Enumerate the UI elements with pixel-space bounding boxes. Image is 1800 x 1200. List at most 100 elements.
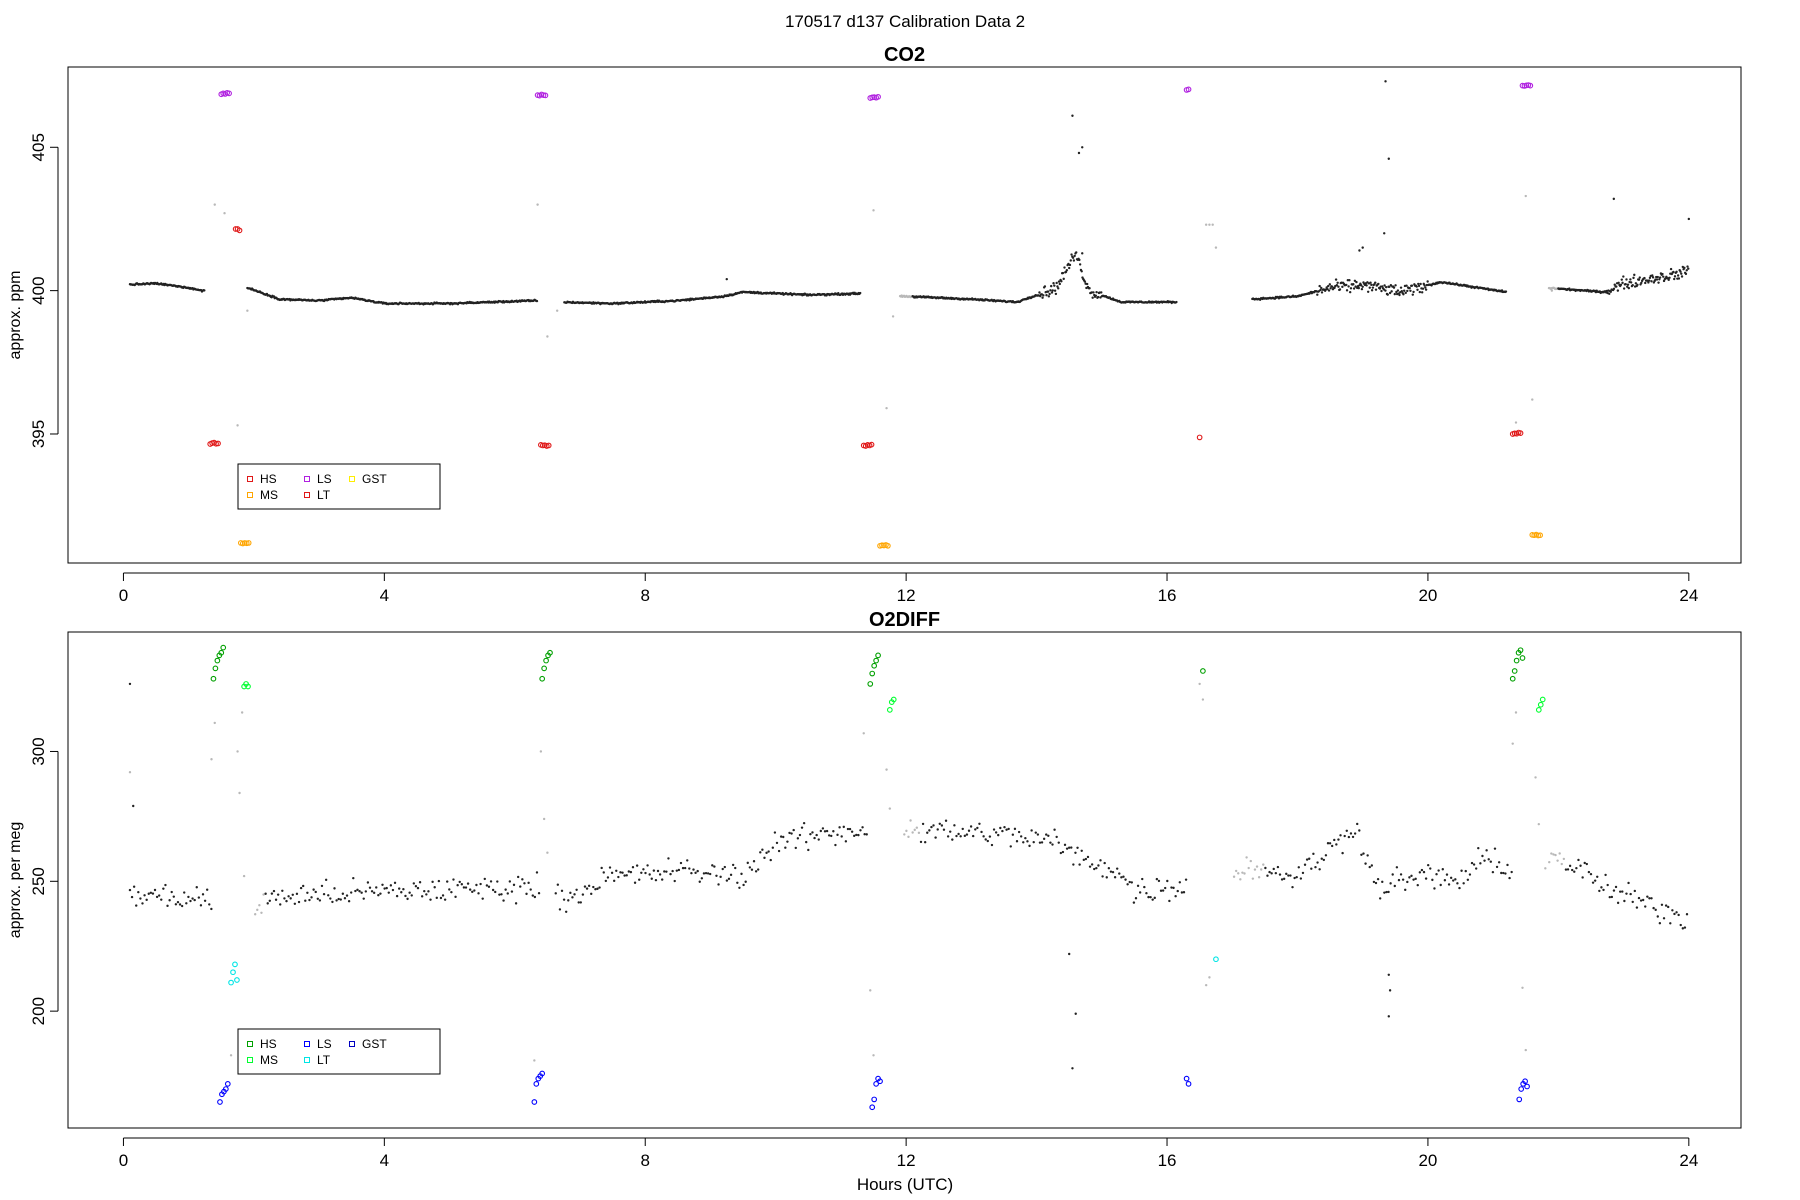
measured-point [1449,876,1453,880]
measured-point [575,888,578,891]
measured-point [468,888,472,891]
measured-point [1581,876,1584,879]
x-tick-label: 20 [1418,586,1437,605]
measured-point [1168,899,1171,903]
x-tick-label: 0 [119,586,128,605]
measured-point [1100,291,1103,294]
measured-point [681,866,685,870]
measured-point [848,827,852,831]
measured-point [1287,874,1290,877]
measured-point [1439,883,1442,887]
measured-point [322,892,326,896]
excluded-point [1524,1048,1527,1052]
measured-point [329,897,332,900]
excluded-point [1558,852,1561,855]
measured-point [1339,834,1342,837]
measured-point [494,890,497,894]
measured-point [1099,859,1102,862]
measured-point [1352,283,1355,286]
measured-point [1400,290,1404,293]
excluded-point [236,424,239,427]
excluded-point [1241,871,1244,874]
measured-point [1057,287,1060,290]
measured-point [936,828,939,831]
measured-point [1647,281,1650,284]
measured-point [1619,890,1622,893]
calibration-point-hs [547,649,553,656]
measured-point [1508,876,1511,880]
measured-point [767,850,770,853]
excluded-point [258,903,261,907]
measured-point [1330,285,1334,288]
measured-point [844,840,848,843]
calibration-point-hs [220,644,227,651]
measured-point [1078,258,1081,262]
measured-point [1378,287,1382,290]
measured-point [1328,283,1332,286]
measured-point [475,883,478,887]
measured-point [441,894,445,897]
measured-point [1385,890,1388,894]
measured-point [1335,843,1338,846]
measured-point [408,891,411,894]
measured-point [1437,869,1440,872]
measured-point [1629,278,1632,281]
measured-point [782,835,785,839]
measured-point [819,829,823,833]
measured-point [1573,870,1576,873]
measured-point [1374,881,1378,885]
measured-point [1041,296,1044,299]
excluded-point [1534,776,1537,779]
measured-point [1138,891,1142,894]
measured-point [990,843,994,847]
measured-point [1384,80,1387,83]
measured-point [717,883,720,886]
measured-point [1130,881,1134,884]
measured-point [1633,889,1637,893]
measured-point [698,880,701,883]
measured-point [1612,287,1616,291]
measured-point [1506,863,1509,867]
measured-point [1055,281,1058,285]
measured-point [1624,282,1627,286]
y-tick-label: 400 [29,276,48,304]
measured-point [291,893,294,896]
excluded-point [1514,421,1518,424]
measured-point [805,840,808,844]
excluded-point [1208,976,1211,979]
excluded-point [240,711,244,714]
measured-point [1088,287,1091,290]
y-axis-label: approx. per meg [7,822,24,939]
measured-point [1679,270,1682,273]
measured-point [1369,281,1372,284]
panel-title: O2DIFF [869,609,940,631]
excluded-point [869,989,872,992]
measured-point [1059,851,1063,855]
excluded-point [1214,246,1218,249]
measured-point [1362,852,1365,855]
measured-point [1600,886,1603,889]
measured-point [1266,874,1269,877]
measured-point [969,825,973,828]
measured-point [1337,838,1340,841]
measured-point [752,860,756,863]
measured-point [1620,278,1623,281]
measured-point [153,888,157,892]
calibration-point-ls [1516,1096,1523,1103]
measured-point [765,851,768,855]
measured-point [1071,256,1075,260]
data-points [128,644,1689,1111]
legend-label-gst: GST [362,472,387,486]
measured-point [155,895,159,899]
calibration-point-ms [886,707,893,713]
measured-point [1320,857,1323,860]
calibration-point-ms [1539,696,1546,703]
measured-point [1640,281,1643,285]
measured-point [1687,267,1690,270]
measured-point [1301,871,1305,875]
measured-point [579,901,582,904]
excluded-point [210,758,213,761]
excluded-point [917,831,921,835]
measured-point [727,877,731,881]
measured-point [1047,295,1051,298]
